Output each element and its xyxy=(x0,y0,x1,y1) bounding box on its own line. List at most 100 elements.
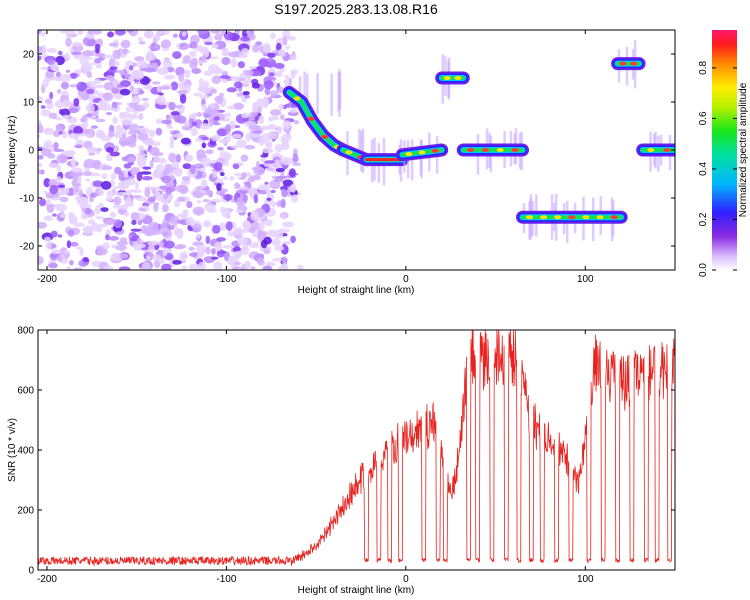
noise-blob xyxy=(163,192,168,200)
noise-blob xyxy=(48,262,58,269)
noise-blob xyxy=(260,154,269,158)
noise-blob xyxy=(244,260,252,270)
noise-blob xyxy=(280,198,286,209)
noise-blob xyxy=(270,90,279,98)
noise-blob xyxy=(186,201,193,209)
noise-blob xyxy=(237,61,245,69)
noise-blob xyxy=(258,58,269,68)
noise-blob xyxy=(125,106,135,113)
noise-blob xyxy=(69,171,82,177)
noise-blob xyxy=(121,118,133,126)
noise-blob xyxy=(139,171,152,175)
noise-blob xyxy=(158,157,167,164)
noise-blob xyxy=(132,87,140,95)
noise-blob xyxy=(268,115,280,121)
noise-blob xyxy=(123,163,132,169)
noise-blob xyxy=(94,43,101,51)
noise-blob xyxy=(44,98,53,104)
noise-blob xyxy=(173,114,181,123)
noise-blob xyxy=(72,174,79,182)
noise-blob xyxy=(188,246,195,251)
signal-features xyxy=(282,40,675,244)
noise-blob xyxy=(132,69,145,80)
noise-blob xyxy=(126,189,139,193)
noise-blob xyxy=(244,69,254,77)
noise-blob xyxy=(85,178,91,182)
colorbar-gradient xyxy=(712,30,737,270)
noise-blob xyxy=(83,225,94,235)
noise-blob xyxy=(188,252,199,257)
feature-peak xyxy=(619,61,627,66)
noise-blob xyxy=(118,136,129,147)
colorbar-tick-label: 0.4 xyxy=(698,162,709,176)
noise-blob xyxy=(82,171,94,177)
noise-blob xyxy=(219,150,229,160)
noise-blob xyxy=(41,128,53,133)
noise-blob xyxy=(235,209,245,214)
noise-blob xyxy=(108,42,119,47)
noise-blob xyxy=(57,50,63,56)
noise-blob xyxy=(136,60,148,69)
noise-blob xyxy=(251,210,257,216)
noise-blob xyxy=(216,249,225,258)
noise-blob xyxy=(202,80,210,89)
noise-blob xyxy=(262,42,271,53)
noise-blob xyxy=(211,256,219,260)
noise-blob xyxy=(189,41,198,49)
noise-blob xyxy=(230,145,239,149)
noise-blob xyxy=(102,54,114,59)
noise-blob xyxy=(147,240,159,246)
feature-peak xyxy=(568,215,576,220)
noise-blob xyxy=(146,231,152,235)
noise-blob xyxy=(120,80,132,88)
noise-blob xyxy=(127,113,138,120)
feature-peak xyxy=(307,116,315,121)
noise-blob xyxy=(43,190,48,194)
noise-blob xyxy=(200,56,206,60)
noise-blob xyxy=(107,31,115,38)
noise-blob xyxy=(239,73,247,79)
noise-blob xyxy=(261,133,273,137)
noise-blob xyxy=(46,243,52,249)
noise-blob xyxy=(204,202,216,213)
noise-blob xyxy=(121,48,129,53)
feature-peak xyxy=(293,96,301,101)
signal-feature xyxy=(611,40,646,89)
noise-blob xyxy=(107,131,115,138)
noise-blob xyxy=(158,240,165,248)
noise-blob xyxy=(216,237,227,242)
noise-blob xyxy=(191,121,198,127)
noise-blob xyxy=(125,201,135,207)
noise-blob xyxy=(120,39,131,49)
noise-blob xyxy=(242,221,252,229)
noise-blob xyxy=(69,259,74,266)
noise-blob xyxy=(136,237,142,245)
noise-blob xyxy=(113,60,120,67)
noise-blob xyxy=(136,114,144,120)
noise-blob xyxy=(48,162,59,169)
noise-blob xyxy=(38,124,44,134)
noise-blob xyxy=(198,261,206,270)
noise-blob xyxy=(243,227,249,234)
noise-blob xyxy=(242,194,248,203)
noise-blob xyxy=(162,59,173,70)
noise-blob xyxy=(38,96,43,103)
noise-blob xyxy=(114,145,119,152)
noise-blob xyxy=(234,172,241,177)
noise-blob xyxy=(128,65,134,71)
noise-blob xyxy=(110,253,123,261)
noise-blob xyxy=(202,199,210,203)
noise-blob xyxy=(50,230,58,238)
noise-blob xyxy=(181,265,188,270)
noise-blob xyxy=(292,153,299,163)
snr-frame xyxy=(37,329,676,571)
noise-blob xyxy=(150,228,163,235)
noise-blob xyxy=(245,75,253,80)
noise-blob xyxy=(69,187,74,196)
y-tick-label: -10 xyxy=(20,194,35,205)
noise-blob xyxy=(125,135,137,144)
noise-blob xyxy=(246,78,252,84)
noise-blob xyxy=(103,81,114,91)
noise-blob xyxy=(166,186,176,193)
y-tick-label: 0 xyxy=(28,566,34,577)
